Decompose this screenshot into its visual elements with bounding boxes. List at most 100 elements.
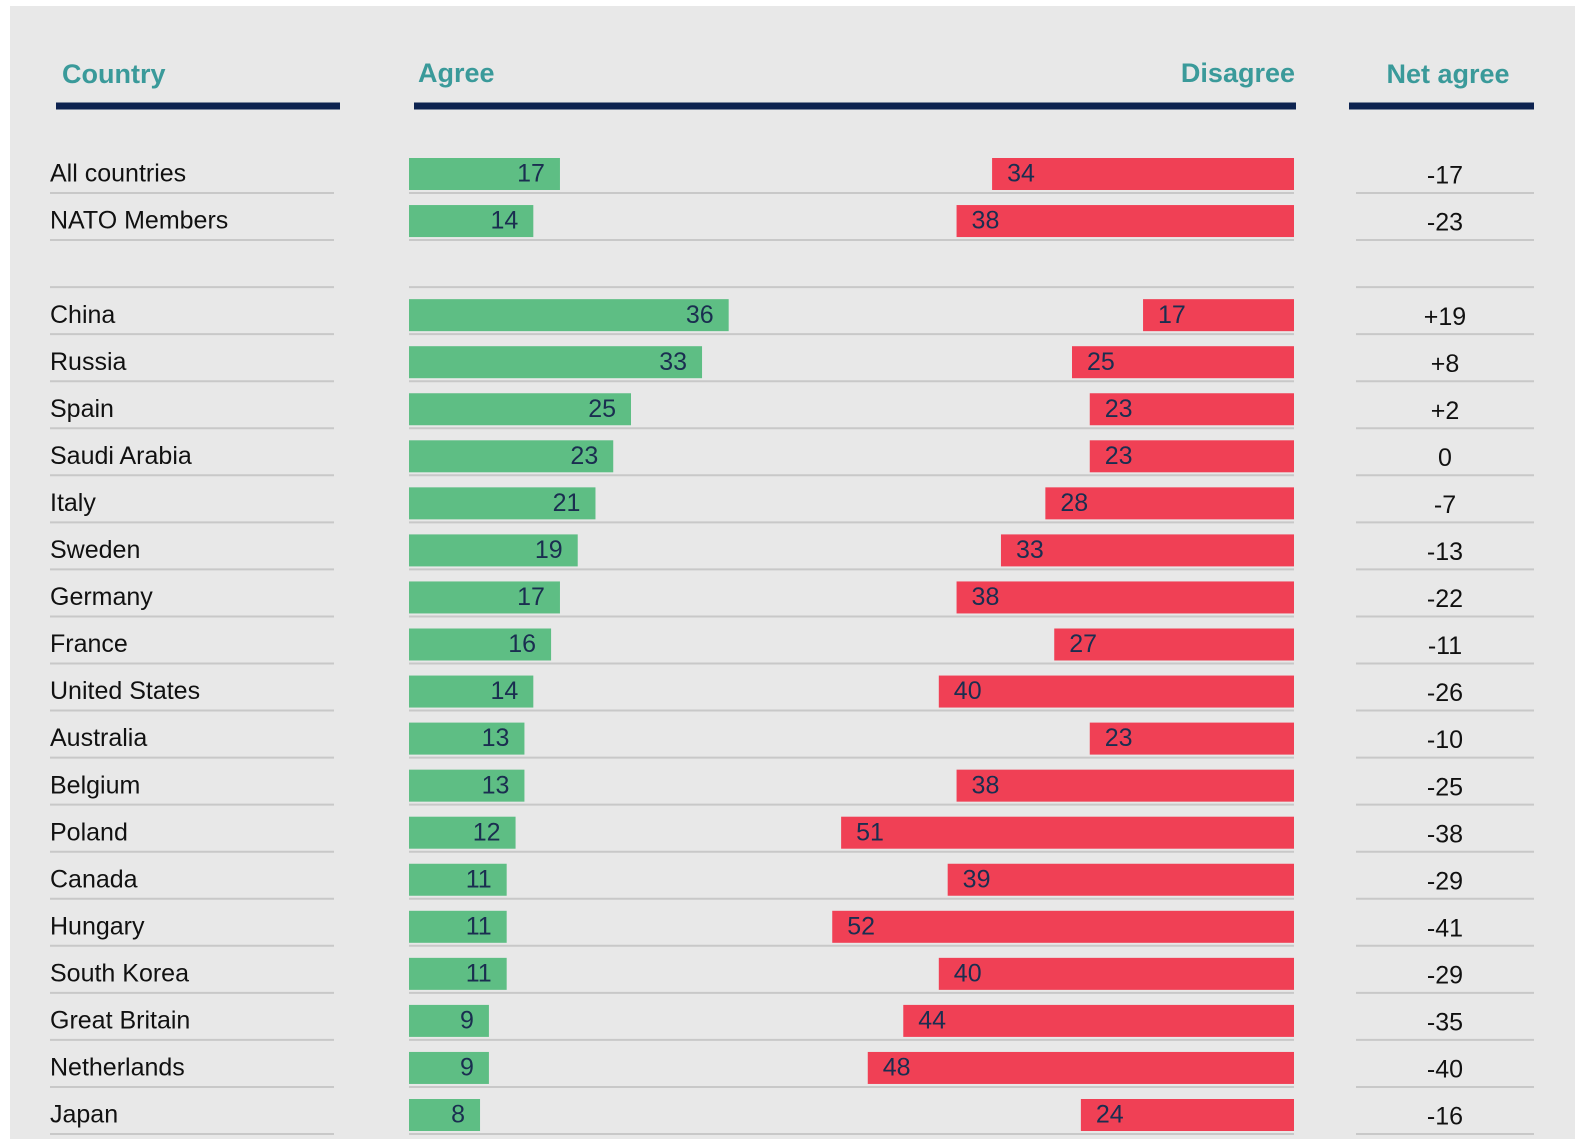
agree-bar [409, 1099, 481, 1131]
country-label: France [50, 630, 128, 658]
disagree-bar [1080, 1099, 1294, 1131]
net-label: +2 [1431, 397, 1460, 425]
net-label: -17 [1427, 162, 1463, 190]
agree-label: 11 [466, 865, 492, 893]
disagree-bar [938, 675, 1294, 708]
net-label: -7 [1434, 491, 1456, 519]
agree-bar [409, 816, 516, 849]
agree-header: Agree [418, 58, 495, 88]
agree-bar [409, 440, 614, 473]
disagree-bar [903, 1004, 1294, 1037]
disagree-label: 25 [1087, 348, 1115, 376]
agree-label: 14 [491, 677, 519, 705]
disagree-label: 38 [972, 771, 1000, 799]
net-label: -29 [1427, 867, 1463, 895]
agree-label: 19 [535, 536, 563, 564]
disagree-bar [1000, 534, 1294, 567]
disagree-bar [992, 158, 1294, 190]
disagree-bar [867, 1051, 1294, 1084]
net-label: 0 [1438, 444, 1452, 472]
disagree-bar [956, 205, 1294, 238]
agree-label: 17 [517, 583, 545, 611]
country-label: Great Britain [50, 1007, 190, 1035]
net-label: -10 [1427, 726, 1463, 754]
country-label: South Korea [50, 959, 189, 987]
background [10, 6, 1575, 1139]
disagree-label: 23 [1105, 724, 1133, 752]
country-label: Canada [50, 865, 138, 893]
country-label: Belgium [50, 771, 140, 799]
agree-label: 13 [482, 771, 510, 799]
agree-bar [409, 769, 525, 802]
net-label: +8 [1431, 350, 1460, 378]
agree-bar [409, 158, 560, 190]
disagree-bar [956, 581, 1294, 614]
net-label: -11 [1428, 632, 1462, 660]
disagree-bar [1072, 346, 1294, 379]
agree-bar [409, 957, 507, 990]
agree-bar [409, 534, 578, 567]
agree-bar [409, 299, 729, 332]
agree-label: 33 [659, 348, 687, 376]
country-label: Netherlands [50, 1054, 185, 1082]
agree-bar [409, 205, 534, 238]
agree-label: 11 [466, 959, 492, 987]
net-label: -26 [1427, 679, 1463, 707]
net-label: -16 [1427, 1103, 1463, 1131]
agree-label: 9 [460, 1007, 474, 1035]
disagree-bar [947, 863, 1294, 896]
country-label: Russia [50, 348, 127, 376]
agree-bar [409, 628, 552, 661]
net-label: -13 [1427, 538, 1463, 566]
disagree-bar [1143, 299, 1294, 332]
agree-bar [409, 487, 596, 520]
disagree-bar [1054, 628, 1294, 661]
agree-bar [409, 393, 631, 426]
disagree-bar [832, 910, 1294, 943]
disagree-label: 39 [963, 865, 991, 893]
agree-bar [409, 581, 560, 614]
country-header: Country [62, 59, 166, 89]
agree-label: 8 [451, 1101, 465, 1129]
agree-bar [409, 1004, 489, 1037]
net-label: -38 [1427, 820, 1463, 848]
net-label: -23 [1427, 209, 1463, 237]
disagree-label: 24 [1096, 1101, 1124, 1129]
agree-label: 14 [491, 207, 519, 235]
agree-label: 21 [553, 489, 581, 517]
disagree-label: 28 [1060, 489, 1088, 517]
disagree-label: 51 [856, 818, 884, 846]
disagree-bar [1089, 722, 1294, 755]
country-label: All countries [50, 160, 186, 188]
disagree-label: 23 [1105, 395, 1133, 423]
disagree-bar [1089, 393, 1294, 426]
country-label: Spain [50, 395, 114, 423]
country-label: NATO Members [50, 207, 228, 235]
country-label: Poland [50, 818, 128, 846]
net-header: Net agree [1386, 59, 1509, 89]
disagree-label: 52 [847, 912, 875, 940]
country-label: Sweden [50, 536, 140, 564]
disagree-label: 38 [972, 207, 1000, 235]
net-label: -25 [1427, 773, 1463, 801]
disagree-label: 27 [1069, 630, 1097, 658]
disagree-bar [1045, 487, 1294, 520]
net-label: -22 [1427, 585, 1463, 613]
agree-bar [409, 1051, 489, 1084]
country-label: United States [50, 677, 200, 705]
agree-bar [409, 910, 507, 943]
country-label: Australia [50, 724, 147, 752]
disagree-bar [1089, 440, 1294, 473]
agree-bar [409, 722, 525, 755]
disagree-label: 33 [1016, 536, 1044, 564]
agree-label: 11 [466, 912, 492, 940]
disagree-header: Disagree [1181, 58, 1295, 88]
agree-bar [409, 863, 507, 896]
agree-label: 13 [482, 724, 510, 752]
net-label: -29 [1427, 961, 1463, 989]
disagree-label: 48 [883, 1054, 911, 1082]
disagree-bar [841, 816, 1294, 849]
agree-label: 16 [508, 630, 536, 658]
country-label: Saudi Arabia [50, 442, 192, 470]
